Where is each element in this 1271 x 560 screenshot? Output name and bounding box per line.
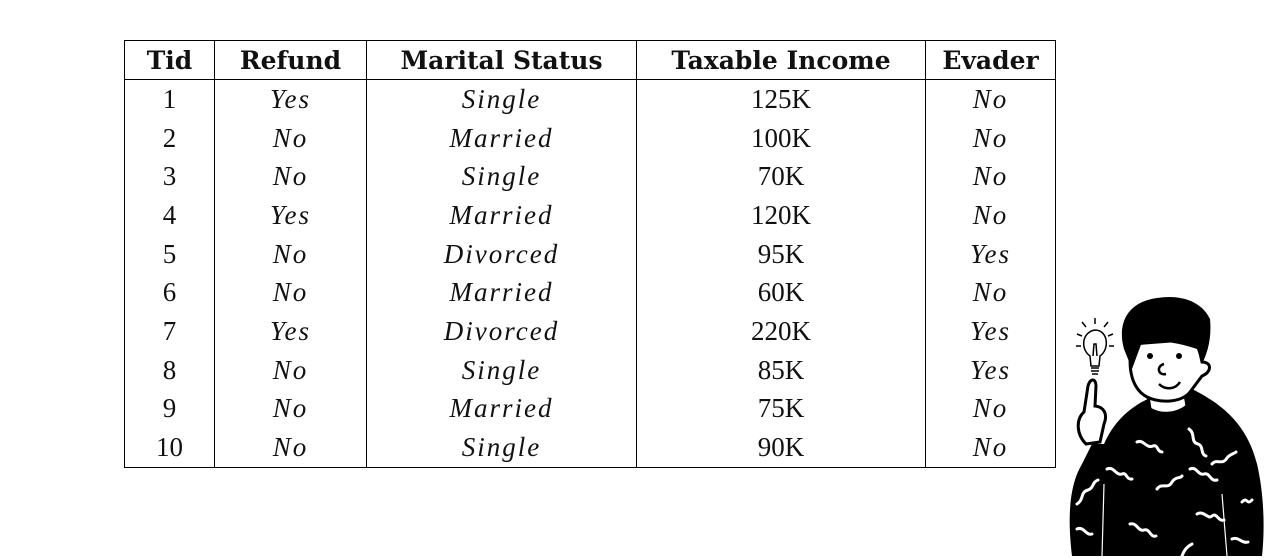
cell-taxable-income: 125K — [636, 79, 926, 119]
header-row: Tid Refund Marital Status Taxable Income… — [124, 40, 1056, 80]
cell-refund: No — [214, 118, 367, 158]
cell-marital-status: Single — [366, 79, 637, 119]
cell-taxable-income: 90K — [636, 428, 926, 468]
cell-marital-status: Married — [366, 273, 637, 313]
cell-taxable-income: 60K — [636, 273, 926, 313]
cell-refund: No — [214, 273, 367, 313]
table-row: 8 No Single 85K Yes — [124, 350, 1056, 390]
cell-evader: No — [925, 428, 1056, 468]
cell-refund: No — [214, 389, 367, 429]
table-row: 1 Yes Single 125K No — [124, 79, 1056, 119]
header-taxable-income: Taxable Income — [636, 40, 926, 80]
table-row: 4 Yes Married 120K No — [124, 196, 1056, 235]
person-with-lightbulb-icon — [1069, 296, 1264, 558]
table-row: 2 No Married 100K No — [124, 118, 1056, 158]
table-row: 9 No Married 75K No — [124, 389, 1056, 429]
cell-refund: No — [214, 428, 367, 468]
header-refund: Refund — [214, 40, 367, 80]
cell-tid: 9 — [124, 389, 215, 429]
cell-evader: Yes — [925, 350, 1056, 390]
cell-refund: No — [214, 350, 367, 390]
cell-refund: No — [214, 234, 367, 274]
cell-refund: Yes — [214, 79, 367, 119]
cell-tid: 5 — [124, 234, 215, 274]
cell-tid: 3 — [124, 157, 215, 197]
cell-taxable-income: 70K — [636, 157, 926, 197]
cell-evader: No — [925, 79, 1056, 119]
cell-refund: Yes — [214, 196, 367, 235]
cell-tid: 7 — [124, 312, 215, 351]
cell-refund: No — [214, 157, 367, 197]
cell-evader: Yes — [925, 312, 1056, 351]
cell-refund: Yes — [214, 312, 367, 351]
cell-marital-status: Married — [366, 196, 637, 235]
header-marital-status: Marital Status — [366, 40, 637, 80]
table-row: 3 No Single 70K No — [124, 157, 1056, 197]
cell-taxable-income: 75K — [636, 389, 926, 429]
cell-evader: No — [925, 389, 1056, 429]
cell-taxable-income: 220K — [636, 312, 926, 351]
cell-marital-status: Single — [366, 157, 637, 197]
tax-data-table: Tid Refund Marital Status Taxable Income… — [124, 40, 1056, 468]
cell-tid: 8 — [124, 350, 215, 390]
cell-tid: 10 — [124, 428, 215, 468]
cell-marital-status: Married — [366, 118, 637, 158]
table-row: 7 Yes Divorced 220K Yes — [124, 312, 1056, 351]
cell-evader: No — [925, 118, 1056, 158]
table-row: 5 No Divorced 95K Yes — [124, 234, 1056, 274]
table-row: 6 No Married 60K No — [124, 273, 1056, 313]
cell-tid: 6 — [124, 273, 215, 313]
header-tid: Tid — [124, 40, 215, 80]
cell-marital-status: Divorced — [366, 234, 637, 274]
header-evader: Evader — [925, 40, 1056, 80]
cell-tid: 1 — [124, 79, 215, 119]
cell-marital-status: Single — [366, 428, 637, 468]
cell-evader: Yes — [925, 234, 1056, 274]
cell-marital-status: Married — [366, 389, 637, 429]
cell-tid: 2 — [124, 118, 215, 158]
cell-evader: No — [925, 273, 1056, 313]
cell-taxable-income: 95K — [636, 234, 926, 274]
table-row: 10 No Single 90K No — [124, 428, 1056, 468]
cell-taxable-income: 85K — [636, 350, 926, 390]
cell-evader: No — [925, 196, 1056, 235]
cell-marital-status: Single — [366, 350, 637, 390]
cell-taxable-income: 120K — [636, 196, 926, 235]
cell-taxable-income: 100K — [636, 118, 926, 158]
cell-evader: No — [925, 157, 1056, 197]
cell-marital-status: Divorced — [366, 312, 637, 351]
cell-tid: 4 — [124, 196, 215, 235]
